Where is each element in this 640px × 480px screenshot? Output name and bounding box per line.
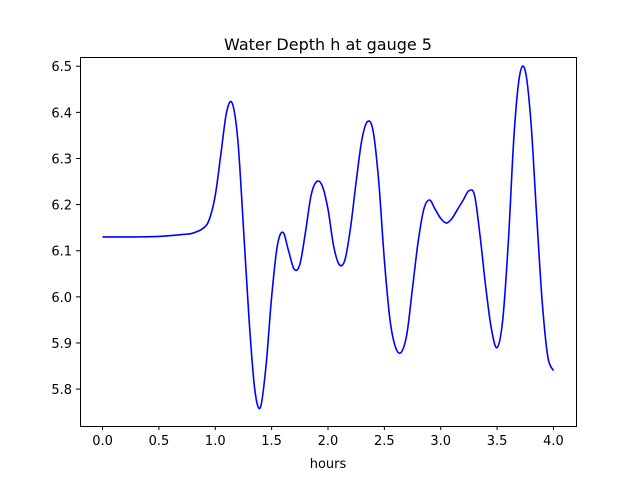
x-tick-label: 4.0 — [543, 434, 564, 449]
y-tick-label: 6.0 — [51, 291, 72, 306]
x-tick-label: 1.5 — [261, 434, 282, 449]
y-tick-label: 6.4 — [51, 106, 72, 121]
x-tick-label: 3.5 — [487, 434, 508, 449]
x-tick-label: 0.0 — [92, 434, 113, 449]
y-tick-label: 6.2 — [51, 199, 72, 214]
y-tick-label: 6.5 — [51, 60, 72, 75]
x-tick-label: 1.0 — [205, 434, 226, 449]
y-tick-label: 5.9 — [51, 337, 72, 352]
y-tick-label: 6.1 — [51, 245, 72, 260]
x-tick-label: 0.5 — [149, 434, 170, 449]
plot-frame — [80, 57, 577, 427]
y-tick-label: 5.8 — [51, 383, 72, 398]
chart-title: Water Depth h at gauge 5 — [224, 35, 432, 54]
x-tick-label: 3.0 — [430, 434, 451, 449]
x-tick-label: 2.5 — [374, 434, 395, 449]
y-tick-label: 6.3 — [51, 152, 72, 167]
x-axis: 0.0 0.5 1.0 1.5 2.0 2.5 3.0 3.5 4.0 — [92, 426, 564, 449]
x-tick-label: 2.0 — [318, 434, 339, 449]
y-axis: 5.8 5.9 6.0 6.1 6.2 6.3 6.4 6.5 — [51, 60, 80, 398]
series-line — [102, 65, 555, 410]
x-axis-title: hours — [310, 457, 347, 472]
